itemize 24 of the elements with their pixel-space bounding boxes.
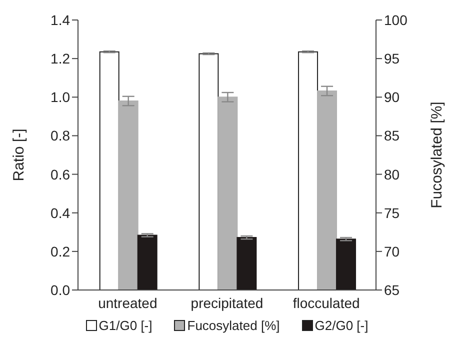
y-axis-title: Ratio [-] <box>10 128 28 182</box>
y-tick-label: 0.2 <box>50 243 70 260</box>
y-tick-label: 1.2 <box>50 50 70 67</box>
y2-tick-label: 95 <box>384 50 400 67</box>
y2-tick-label: 80 <box>384 166 400 182</box>
legend-label: G1/G0 [-] <box>98 318 152 333</box>
y2-tick-label: 100 <box>384 12 408 28</box>
y-tick-label: 1.0 <box>50 89 70 106</box>
legend-label: Fucosylated [%] <box>186 318 280 333</box>
y-tick-label: 0.8 <box>50 128 70 144</box>
y2-tick-label: 70 <box>384 243 400 260</box>
legend-label: G2/G0 [-] <box>314 318 368 333</box>
y2-tick-label: 65 <box>384 282 400 298</box>
x-tick-label: flocculated <box>292 294 360 311</box>
y-tick-label: 0.0 <box>50 282 70 298</box>
x-tick-label: untreated <box>98 294 158 311</box>
y2-axis-title: Fucosylated [%] <box>428 102 446 208</box>
y2-tick-label: 75 <box>384 204 400 221</box>
y-tick-label: 0.4 <box>50 204 70 221</box>
y2-tick-label: 90 <box>384 89 400 106</box>
y2-tick-label: 85 <box>384 128 400 144</box>
x-tick-label: precipitated <box>190 294 264 311</box>
y-tick-label: 1.4 <box>50 12 70 28</box>
y-tick-label: 0.6 <box>50 166 70 182</box>
